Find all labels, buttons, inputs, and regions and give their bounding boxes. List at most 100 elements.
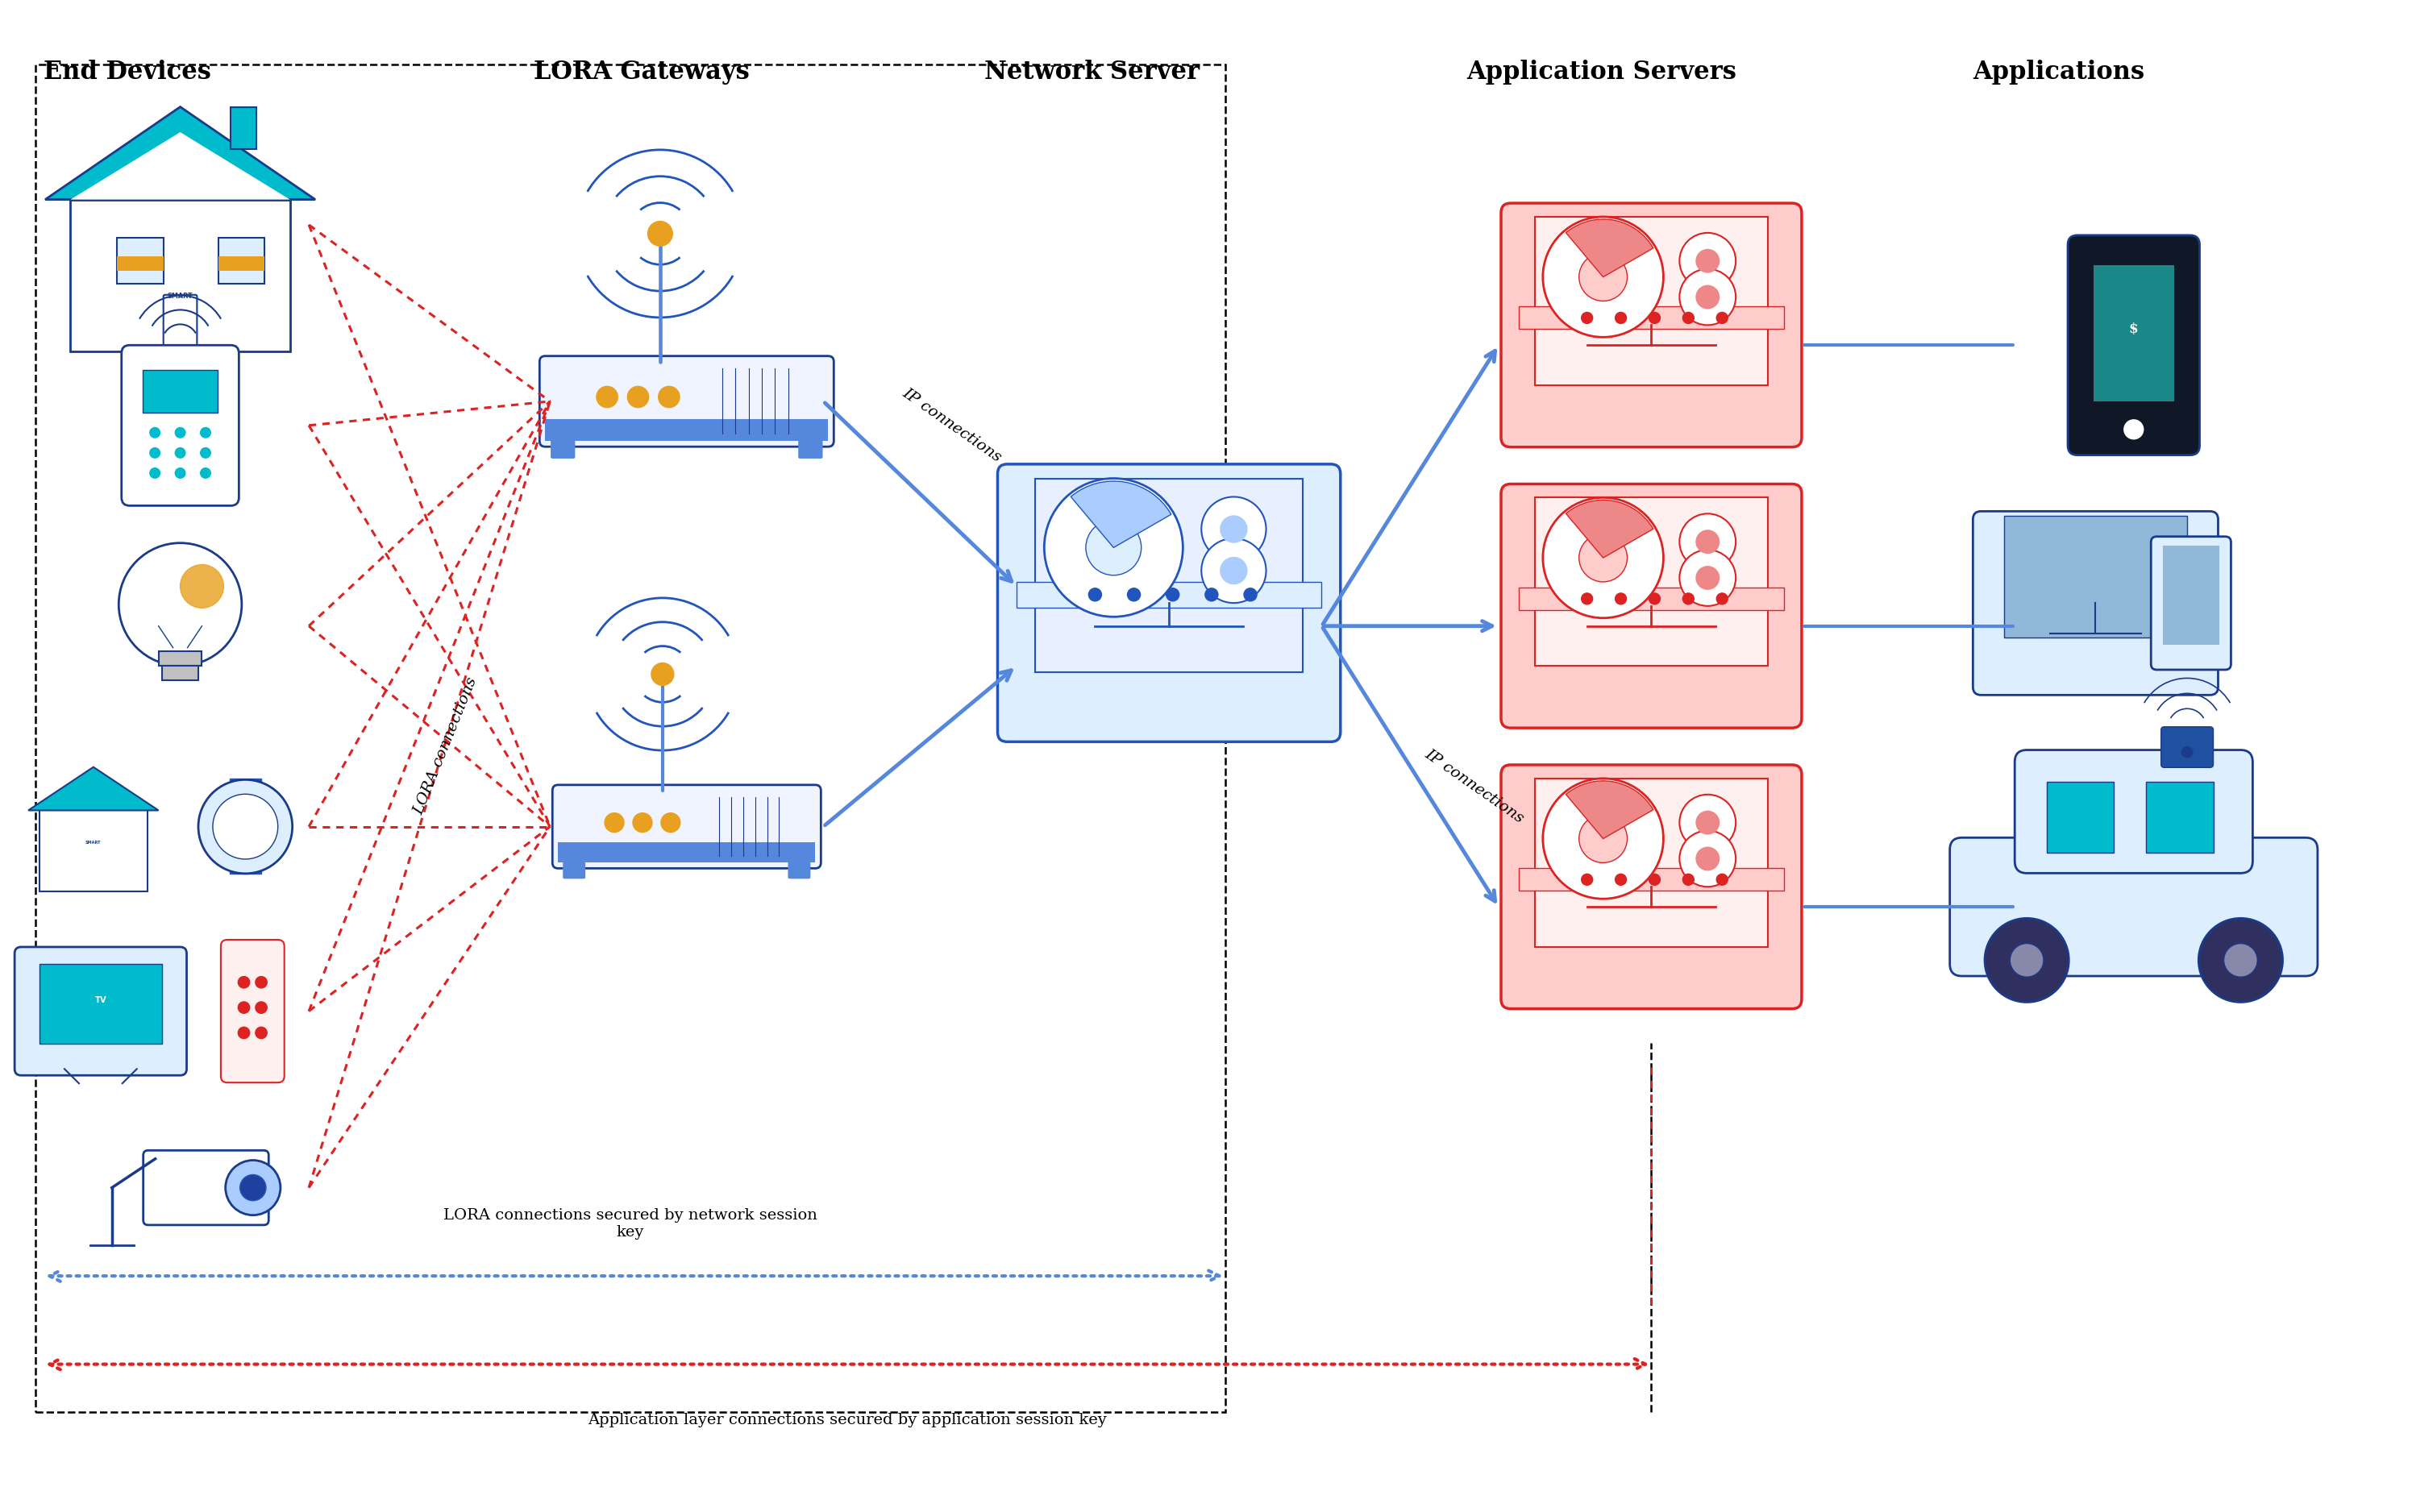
Circle shape (1679, 514, 1737, 570)
Circle shape (1201, 538, 1266, 603)
FancyBboxPatch shape (232, 107, 256, 150)
Circle shape (1582, 874, 1592, 885)
FancyBboxPatch shape (222, 940, 285, 1083)
FancyBboxPatch shape (1035, 478, 1302, 673)
Circle shape (176, 448, 186, 458)
FancyBboxPatch shape (142, 1151, 268, 1225)
FancyBboxPatch shape (217, 256, 265, 271)
FancyBboxPatch shape (229, 779, 260, 800)
FancyBboxPatch shape (557, 842, 815, 863)
FancyBboxPatch shape (2004, 516, 2188, 638)
Circle shape (1044, 478, 1182, 617)
Bar (36, 65, 1225, 1412)
FancyBboxPatch shape (1500, 203, 1802, 448)
FancyBboxPatch shape (1520, 588, 1785, 609)
FancyBboxPatch shape (798, 440, 822, 458)
FancyBboxPatch shape (2161, 727, 2214, 768)
FancyBboxPatch shape (1534, 779, 1768, 947)
Circle shape (1088, 588, 1102, 602)
Circle shape (1679, 550, 1737, 606)
FancyBboxPatch shape (1534, 216, 1768, 386)
Circle shape (1679, 269, 1737, 325)
Circle shape (2183, 747, 2193, 758)
Circle shape (1684, 593, 1693, 605)
Circle shape (1544, 216, 1664, 337)
Circle shape (1582, 593, 1592, 605)
Text: LORA Gateways: LORA Gateways (533, 60, 750, 85)
FancyBboxPatch shape (1500, 484, 1802, 727)
Circle shape (176, 469, 186, 478)
Circle shape (2200, 918, 2282, 1002)
Circle shape (1679, 830, 1737, 888)
FancyBboxPatch shape (545, 419, 827, 442)
Text: Application layer connections secured by application session key: Application layer connections secured by… (589, 1414, 1107, 1427)
FancyBboxPatch shape (1500, 765, 1802, 1009)
FancyBboxPatch shape (70, 200, 289, 351)
Circle shape (1220, 516, 1247, 543)
Circle shape (118, 543, 241, 665)
Circle shape (1616, 874, 1626, 885)
Circle shape (1245, 588, 1257, 602)
Circle shape (596, 387, 617, 408)
Circle shape (1696, 810, 1720, 835)
FancyBboxPatch shape (999, 464, 1341, 742)
Circle shape (256, 1002, 268, 1013)
Circle shape (632, 813, 651, 832)
FancyBboxPatch shape (1015, 582, 1322, 608)
Circle shape (150, 469, 159, 478)
Circle shape (1582, 313, 1592, 324)
FancyBboxPatch shape (1973, 511, 2219, 696)
Circle shape (1684, 313, 1693, 324)
Polygon shape (29, 767, 159, 810)
Polygon shape (70, 132, 289, 200)
Circle shape (239, 1175, 265, 1201)
Circle shape (1696, 529, 1720, 553)
Circle shape (1679, 233, 1737, 289)
Circle shape (1580, 815, 1628, 863)
Circle shape (181, 564, 224, 608)
FancyBboxPatch shape (164, 295, 198, 352)
Circle shape (2224, 943, 2258, 977)
Circle shape (661, 813, 680, 832)
Circle shape (1206, 588, 1218, 602)
FancyBboxPatch shape (2045, 782, 2113, 853)
Text: Application Servers: Application Servers (1466, 60, 1737, 85)
Circle shape (1616, 593, 1626, 605)
Text: SMART: SMART (84, 841, 101, 845)
Circle shape (200, 469, 210, 478)
Circle shape (1717, 593, 1727, 605)
FancyBboxPatch shape (789, 862, 810, 878)
FancyBboxPatch shape (550, 440, 574, 458)
Circle shape (200, 428, 210, 437)
FancyBboxPatch shape (159, 652, 203, 665)
FancyBboxPatch shape (1520, 868, 1785, 891)
Circle shape (649, 221, 673, 246)
Circle shape (256, 977, 268, 987)
Wedge shape (1565, 219, 1652, 277)
Circle shape (1696, 847, 1720, 871)
Wedge shape (1565, 780, 1652, 839)
Circle shape (1696, 249, 1720, 274)
Circle shape (198, 780, 292, 874)
Text: Network Server: Network Server (984, 60, 1199, 85)
FancyBboxPatch shape (2094, 265, 2173, 401)
Circle shape (1544, 779, 1664, 898)
Circle shape (224, 1160, 280, 1216)
Circle shape (256, 1027, 268, 1039)
Circle shape (150, 448, 159, 458)
Circle shape (239, 977, 251, 987)
Circle shape (150, 428, 159, 437)
Circle shape (176, 428, 186, 437)
Text: $: $ (2130, 322, 2139, 336)
FancyBboxPatch shape (540, 355, 835, 446)
Circle shape (1650, 313, 1659, 324)
Text: IP connections: IP connections (1423, 747, 1527, 826)
FancyBboxPatch shape (2164, 546, 2219, 646)
FancyBboxPatch shape (2014, 750, 2253, 872)
Text: IP connections: IP connections (900, 386, 1003, 466)
Circle shape (1167, 588, 1179, 602)
FancyBboxPatch shape (14, 947, 186, 1075)
FancyBboxPatch shape (229, 851, 260, 874)
Text: LORA connections secured by network session
key: LORA connections secured by network sess… (444, 1208, 818, 1240)
Text: Applications: Applications (1973, 60, 2144, 85)
